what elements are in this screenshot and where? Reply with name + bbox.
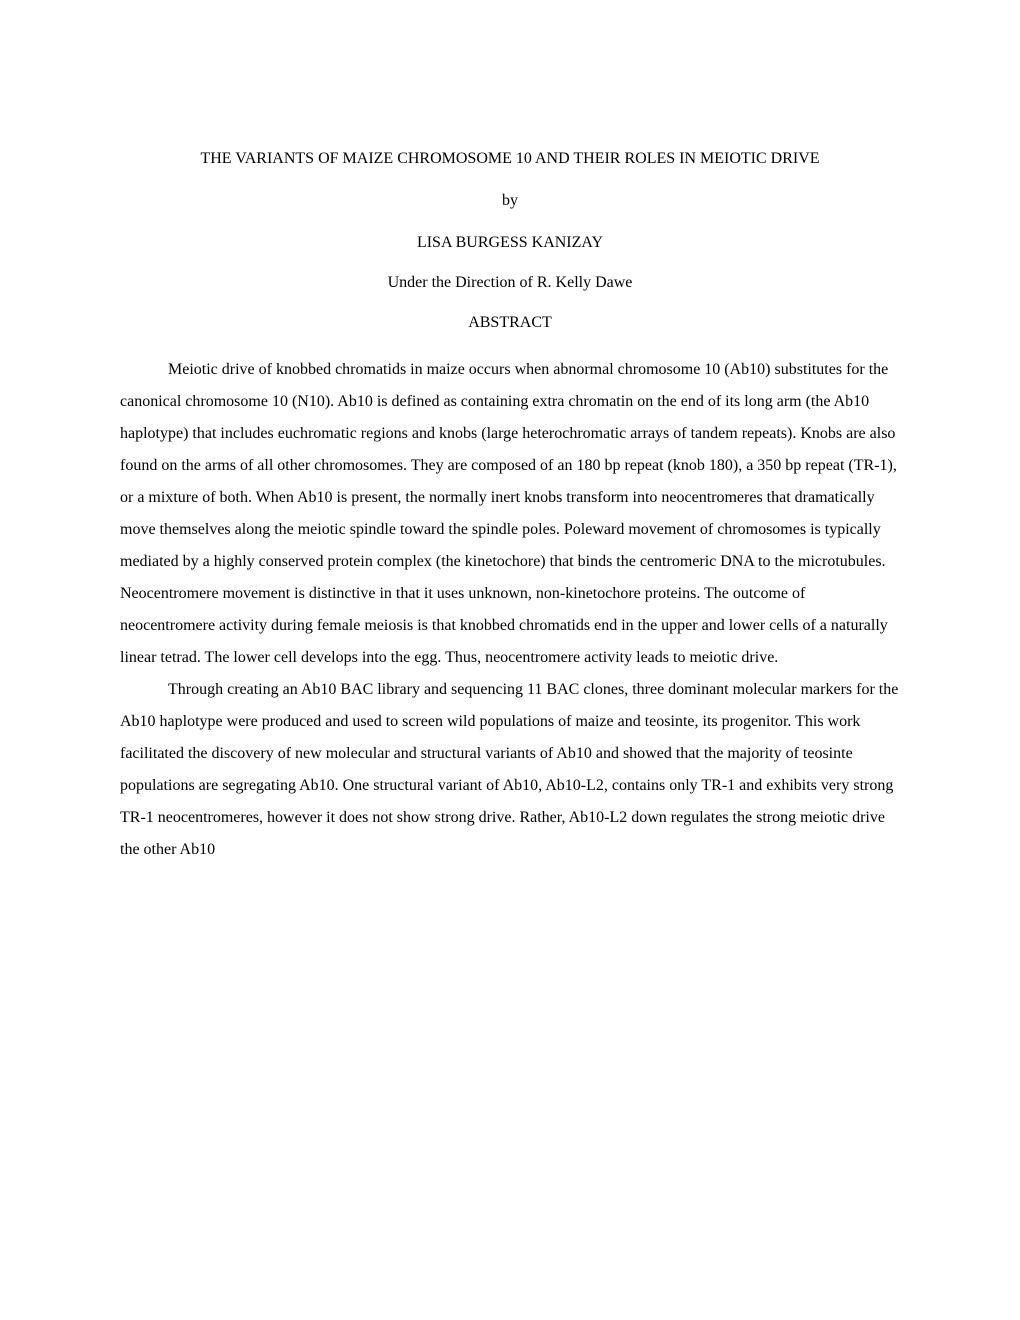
- by-label: by: [120, 192, 900, 210]
- abstract-paragraph-2: Through creating an Ab10 BAC library and…: [120, 674, 900, 866]
- paper-page: THE VARIANTS OF MAIZE CHROMOSOME 10 AND …: [0, 0, 1020, 966]
- paper-title: THE VARIANTS OF MAIZE CHROMOSOME 10 AND …: [120, 150, 900, 168]
- direction-line: Under the Direction of R. Kelly Dawe: [120, 274, 900, 292]
- abstract-heading: ABSTRACT: [120, 314, 900, 332]
- abstract-paragraph-1: Meiotic drive of knobbed chromatids in m…: [120, 354, 900, 674]
- author-name: LISA BURGESS KANIZAY: [120, 234, 900, 252]
